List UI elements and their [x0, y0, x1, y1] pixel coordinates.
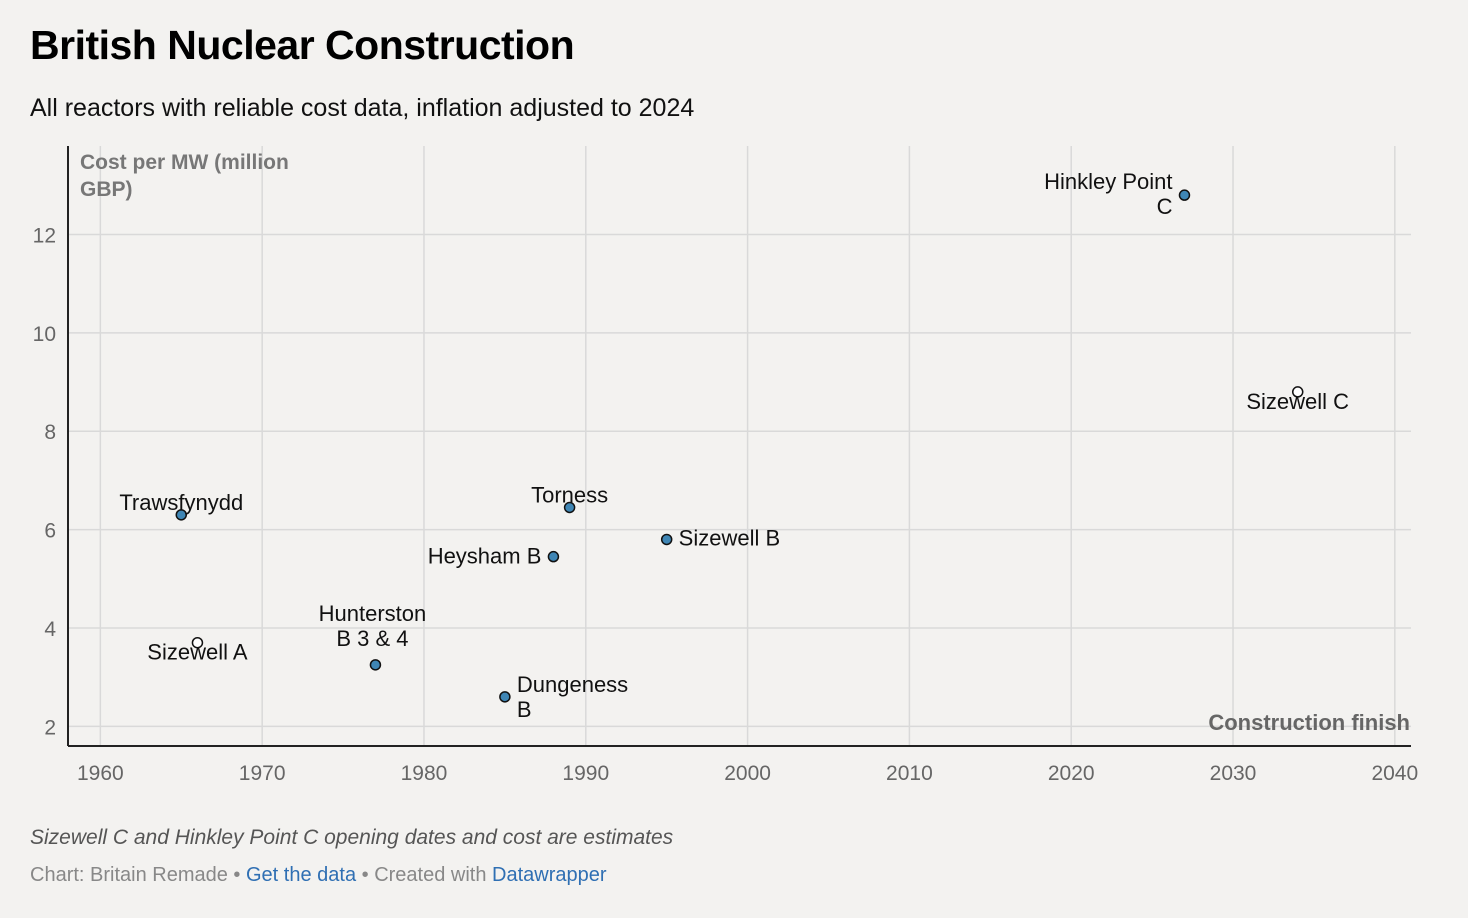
chart-title: British Nuclear Construction — [30, 22, 575, 68]
y-tick-label: 6 — [44, 520, 56, 543]
created-with-text: Created with — [374, 864, 487, 886]
y-axis-title-line: Cost per MW (million — [80, 151, 289, 174]
point-label: Hinkley Point — [1044, 169, 1172, 194]
data-point[interactable] — [1291, 386, 1304, 398]
y-tick-label: 2 — [44, 716, 56, 739]
data-points — [175, 189, 1304, 703]
data-point[interactable] — [175, 509, 188, 521]
data-point[interactable] — [191, 636, 204, 649]
point-label: Hunterston — [319, 601, 427, 626]
estimate-note: Sizewell C and Hinkley Point C opening d… — [30, 826, 674, 849]
x-tick-label: 1990 — [562, 762, 609, 785]
y-axis-title: Cost per MW (million GBP) — [80, 151, 289, 201]
scatter-chart: 2 4 6 8 10 12 1960 1970 1980 1990 2000 2010 2020 203… — [33, 146, 1418, 785]
y-axis-ticks: 2 4 6 8 10 12 — [33, 225, 57, 740]
point-label: Trawsfynydd — [119, 490, 243, 515]
x-tick-label: 2040 — [1371, 762, 1418, 785]
point-label: Sizewell C — [1246, 389, 1349, 414]
y-tick-label: 10 — [33, 323, 56, 346]
x-tick-label: 2000 — [724, 762, 771, 785]
x-tick-label: 1960 — [77, 762, 124, 785]
data-point[interactable] — [369, 659, 382, 671]
y-tick-label: 8 — [44, 421, 56, 444]
y-tick-label: 4 — [44, 618, 56, 641]
data-point[interactable] — [547, 550, 560, 563]
chart-subtitle: All reactors with reliable cost data, in… — [30, 94, 695, 122]
x-tick-label: 2020 — [1048, 762, 1095, 785]
point-label: Heysham B — [428, 544, 542, 569]
x-axis-ticks: 1960 1970 1980 1990 2000 2010 2020 2030 2040 — [77, 762, 1418, 785]
y-axis-title-line: GBP) — [80, 178, 133, 201]
point-label: Sizewell A — [147, 640, 248, 665]
x-tick-label: 1970 — [239, 762, 286, 785]
point-label: Torness — [531, 482, 608, 507]
x-tick-label: 1980 — [401, 762, 448, 785]
data-point[interactable] — [563, 501, 576, 514]
get-data-link[interactable]: Get the data — [246, 864, 357, 886]
x-tick-label: 2010 — [886, 762, 933, 785]
point-label: Sizewell B — [679, 525, 780, 550]
footer: Chart: Britain Remade • Get the data • C… — [30, 864, 607, 887]
datawrapper-link[interactable]: Datawrapper — [492, 864, 607, 886]
x-axis-title: Construction finish — [1208, 710, 1410, 735]
point-label: B — [517, 697, 532, 722]
separator: • — [356, 864, 375, 886]
point-label: B 3 & 4 — [336, 626, 408, 651]
y-tick-label: 12 — [33, 225, 56, 248]
grid-lines — [68, 146, 1411, 746]
separator: • — [227, 864, 246, 886]
data-point[interactable] — [499, 691, 511, 703]
point-label: C — [1157, 194, 1173, 219]
data-point[interactable] — [1178, 189, 1191, 201]
point-label: Dungeness — [517, 672, 628, 697]
chart-credit: Chart: Britain Remade — [30, 864, 228, 886]
x-tick-label: 2030 — [1210, 762, 1257, 785]
data-point[interactable] — [660, 533, 673, 546]
